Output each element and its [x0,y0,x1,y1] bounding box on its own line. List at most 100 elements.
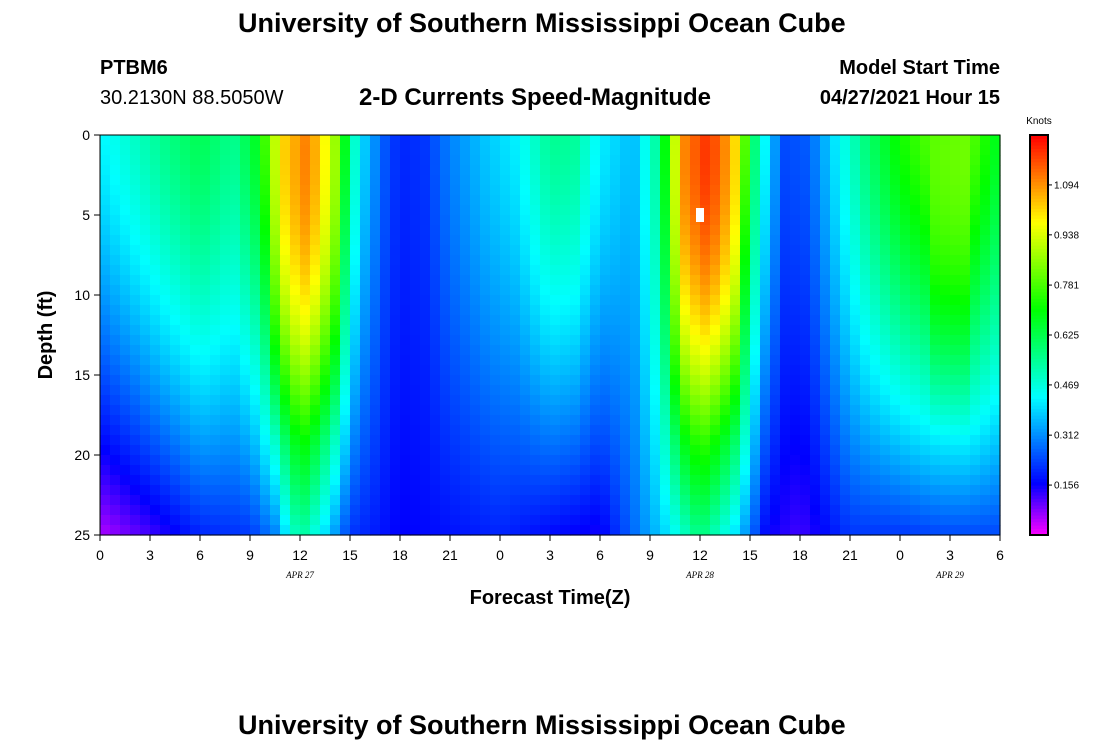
heatmap-cell [920,355,931,366]
heatmap-cell [540,505,551,516]
heatmap-cell [230,435,241,446]
heatmap-cell [130,215,141,226]
heatmap-cell [140,205,151,216]
heatmap-cell [630,195,641,206]
heatmap-cell [330,435,341,446]
heatmap-cell [760,225,771,236]
heatmap-cell [260,345,271,356]
heatmap-cell [260,325,271,336]
heatmap-cell [310,345,321,356]
heatmap-cell [100,355,111,366]
heatmap-cell [170,365,181,376]
heatmap-cell [460,425,471,436]
heatmap-cell [640,275,651,286]
heatmap-cell [390,445,401,456]
heatmap-cell [670,485,681,496]
heatmap-cell [860,315,871,326]
heatmap-cell [800,255,811,266]
heatmap-cell [180,295,191,306]
colorbar-swatch [1030,511,1048,516]
heatmap-cell [570,385,581,396]
heatmap-cell [340,405,351,416]
heatmap-cell [290,225,301,236]
heatmap-cell [690,205,701,216]
heatmap-cell [320,255,331,266]
colorbar-swatch [1030,235,1048,239]
heatmap-cell [280,145,291,156]
heatmap-cell [510,525,521,536]
heatmap-cell [650,375,661,386]
heatmap-cell [760,195,771,206]
colorbar-swatch [1030,238,1048,243]
heatmap-cell [740,525,751,536]
heatmap-cell [520,505,531,516]
heatmap-cell [490,275,501,286]
heatmap-cell [650,325,661,336]
heatmap-cell [120,425,131,436]
heatmap-cell [100,305,111,316]
heatmap-cell [920,145,931,156]
heatmap-cell [720,185,731,196]
heatmap-cell [540,145,551,156]
heatmap-cell [840,485,851,496]
heatmap-cell [310,425,321,436]
heatmap-cell [780,495,791,506]
heatmap-cell [480,185,491,196]
heatmap-cell [220,485,231,496]
heatmap-cell [150,505,161,516]
heatmap-cell [200,205,211,216]
heatmap-cell [590,325,601,336]
heatmap-cell [610,405,621,416]
heatmap-cell [620,495,631,506]
heatmap-cell [700,225,711,236]
heatmap-cell [850,335,861,346]
heatmap-cell [460,385,471,396]
date-label: APR 28 [685,570,714,580]
heatmap-cell [900,305,911,316]
heatmap-cell [120,165,131,176]
heatmap-cell [780,415,791,426]
heatmap-cell [100,275,111,286]
heatmap-cell [950,355,961,366]
heatmap-cell [390,195,401,206]
heatmap-cell [860,445,871,456]
heatmap-cell [120,495,131,506]
heatmap-cell [830,475,841,486]
heatmap-cell [740,425,751,436]
heatmap-cell [760,365,771,376]
heatmap-cell [640,525,651,536]
heatmap-cell [670,345,681,356]
heatmap-cell [970,215,981,226]
heatmap-cell [410,395,421,406]
heatmap-cell [860,515,871,526]
heatmap-cell [130,405,141,416]
heatmap-cell [990,235,1001,246]
heatmap-cell [650,345,661,356]
heatmap-cell [510,185,521,196]
heatmap-cell [660,305,671,316]
heatmap-cell [530,345,541,356]
heatmap-cell [650,425,661,436]
heatmap-cell [160,405,171,416]
heatmap-cell [450,345,461,356]
heatmap-cell [340,335,351,346]
heatmap-cell [380,255,391,266]
colorbar-swatch [1030,531,1048,536]
heatmap-cell [720,435,731,446]
heatmap-cell [870,395,881,406]
heatmap-cell [590,495,601,506]
heatmap-cell [290,235,301,246]
heatmap-cell [880,305,891,316]
heatmap-cell [780,405,791,416]
heatmap-cell [540,435,551,446]
heatmap-cell [350,365,361,376]
heatmap-cell [390,515,401,526]
heatmap-cell [270,235,281,246]
heatmap-cell [120,375,131,386]
heatmap-cell [430,265,441,276]
heatmap-cell [420,415,431,426]
heatmap-cell [360,385,371,396]
heatmap-cell [950,475,961,486]
heatmap-cell [390,245,401,256]
heatmap-cell [940,515,951,526]
